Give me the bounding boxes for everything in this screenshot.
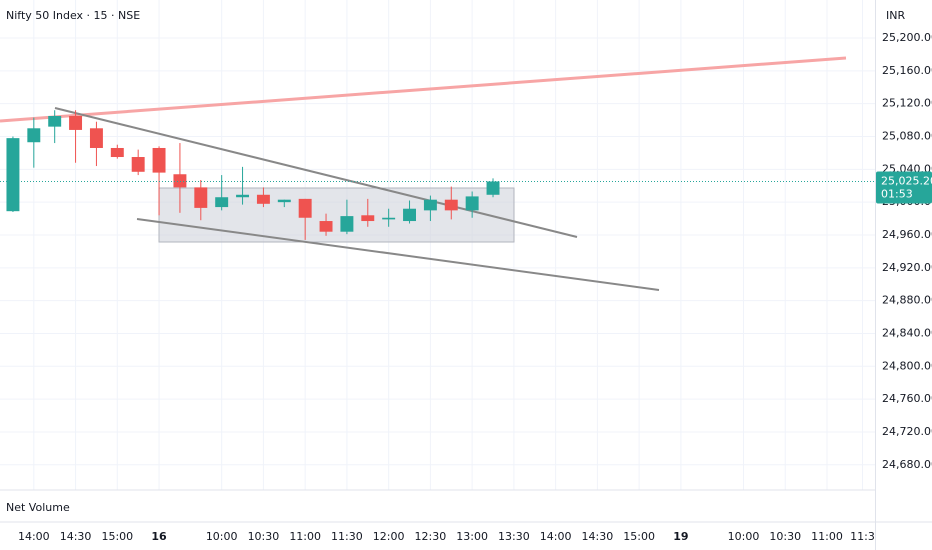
trend-line [0,56,847,123]
y-tick-label: 24,800.00 [882,359,932,372]
range-box [158,187,515,243]
x-tick-label: 19 [673,530,688,543]
x-tick-label: 11:3 [850,530,875,543]
candle-body [110,147,124,158]
y-tick-label: 24,680.00 [882,458,932,471]
x-tick-label: 10:00 [206,530,238,543]
candle-body [444,199,458,211]
y-tick-label: 24,920.00 [882,261,932,274]
candles [0,110,875,240]
chart-title: Nifty 50 Index · 15 · NSE [6,9,140,22]
y-tick-label: 25,120.00 [882,97,932,110]
candle-body [131,157,145,172]
candle-body [152,147,166,173]
candle-body [215,197,229,208]
y-tick-label: 24,960.00 [882,228,932,241]
x-tick-label: 15:00 [101,530,133,543]
candle-body [298,198,312,218]
candle-body [382,217,396,220]
x-tick-label: 12:00 [373,530,405,543]
y-tick-label: 25,200.00 [882,31,932,44]
candle-body [89,128,103,148]
candle-body [69,115,83,130]
y-tick-label: 25,160.00 [882,64,932,77]
y-tick-label: 24,720.00 [882,425,932,438]
candle-body [423,199,437,211]
x-tick-label: 15:00 [623,530,655,543]
candle-body [361,215,375,222]
x-tick-label: 10:30 [248,530,280,543]
y-tick-label: 25,080.00 [882,129,932,142]
trend-line [54,107,578,238]
candle-body [194,187,208,208]
y-tick-label: 24,760.00 [882,392,932,405]
candle-body [236,194,250,198]
x-tick-label: 16 [151,530,167,543]
candle-body [277,199,291,203]
x-tick-label: 14:00 [18,530,50,543]
axes: 25,200.00 25,160.00 25,120.00 25,080.00 25,0… [18,31,932,543]
x-tick-label: 14:00 [540,530,572,543]
candle-body [486,181,500,195]
x-tick-label: 10:00 [728,530,760,543]
last-price-box [876,171,932,204]
x-tick-label: 13:00 [456,530,488,543]
candle-body [340,216,354,232]
candle-body [48,115,62,127]
trend-line [136,218,660,291]
candle-body [465,196,479,211]
x-tick-label: 13:30 [498,530,530,543]
x-tick-label: 14:30 [60,530,92,543]
candle-body [6,138,20,212]
y-tick-label: 24,880.00 [882,294,932,307]
x-tick-label: 11:30 [331,530,363,543]
grid [0,0,875,490]
x-tick-label: 14:30 [582,530,614,543]
last-price-label: 25,025.20 [881,174,932,187]
candle-body [27,128,41,143]
pane-label: Net Volume [6,501,70,514]
candle-body [173,174,187,188]
x-tick-label: 11:00 [811,530,843,543]
y-tick-label: 24,840.00 [882,326,932,339]
currency: INR [886,9,905,22]
countdown: 01:53 [881,187,913,200]
candle-body [403,208,417,222]
candle-body [256,194,270,204]
x-tick-label: 10:30 [769,530,801,543]
x-tick-label: 12:30 [415,530,447,543]
x-tick-label: 11:00 [289,530,321,543]
candle-body [319,221,333,232]
